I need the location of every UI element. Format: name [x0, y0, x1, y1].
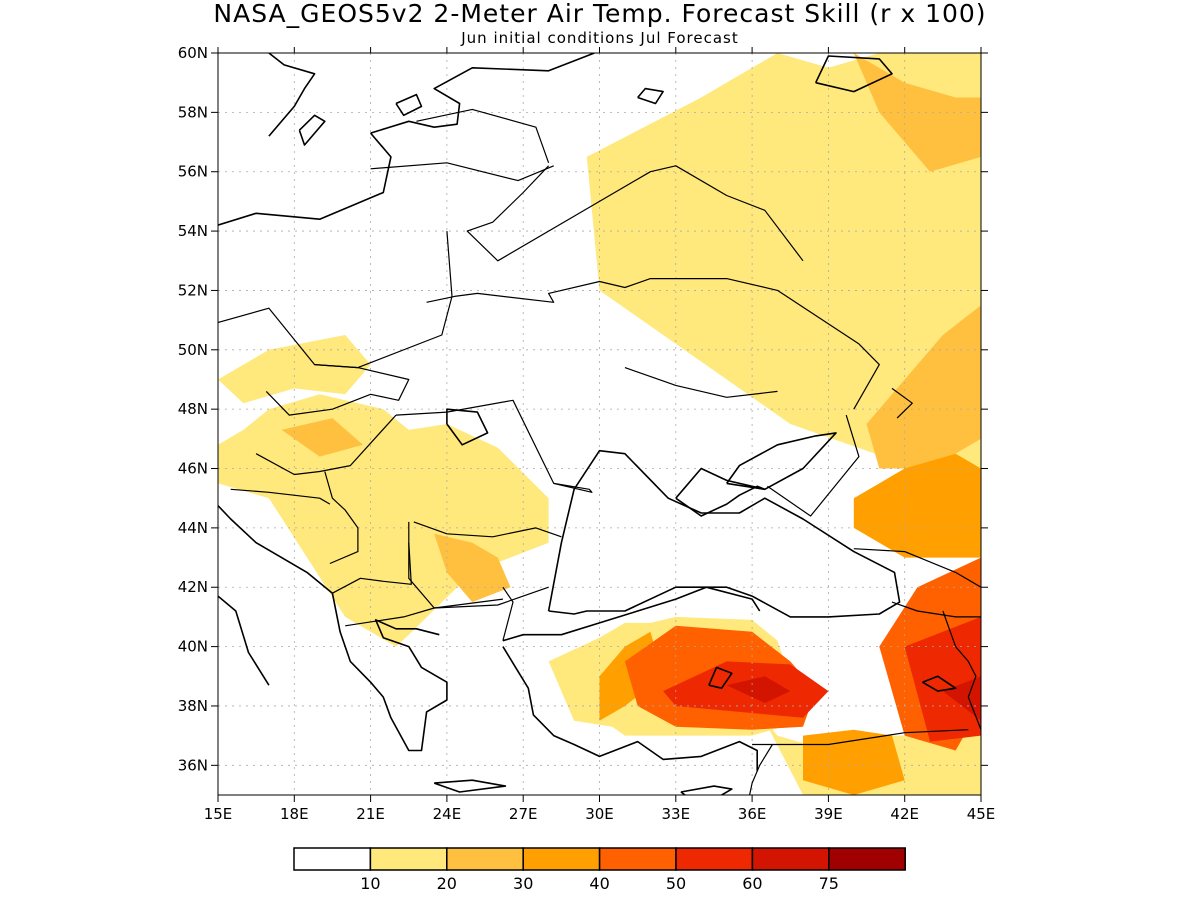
lat-tick-label: 50N: [178, 341, 208, 359]
border-14: [416, 108, 550, 164]
skill-region-5: [434, 533, 511, 603]
lon-tick-label: 15E: [204, 805, 233, 823]
lon-tick-label: 45E: [967, 805, 996, 823]
colorbar-label: 10: [360, 874, 380, 893]
lat-tick-label: 60N: [178, 44, 208, 62]
colorbar: 10 20 30 40 50 60 75: [293, 847, 906, 893]
coastline-4: [502, 646, 759, 772]
skill-region-0: [586, 53, 981, 469]
lon-tick-label: 24E: [433, 805, 462, 823]
coastline-6: [218, 504, 333, 594]
border-17: [891, 601, 981, 618]
colorbar-swatch-6: [751, 847, 830, 871]
colorbar-swatch-0: [293, 847, 372, 871]
coastline-0: [547, 449, 901, 618]
border-15: [767, 414, 860, 517]
coastlines: [218, 53, 957, 795]
lat-tick-label: 46N: [178, 460, 208, 478]
colorbar-swatch-1: [369, 847, 448, 871]
coastline-1: [675, 467, 766, 517]
colorbar-label: 50: [666, 874, 686, 893]
coastline-12: [298, 114, 326, 146]
colorbar-label: 20: [437, 874, 457, 893]
lat-tick-label: 48N: [178, 400, 208, 418]
lat-tick-label: 38N: [178, 697, 208, 715]
border-21: [624, 367, 778, 398]
colorbar-swatch-5: [675, 847, 754, 871]
lon-tick-label: 18E: [280, 805, 309, 823]
coastline-8: [218, 132, 392, 226]
lat-tick-label: 58N: [178, 103, 208, 121]
border-22: [891, 387, 913, 419]
border-7: [345, 598, 503, 627]
border-12: [466, 165, 804, 262]
border-2: [255, 414, 397, 476]
colorbar-swatch-2: [446, 847, 524, 871]
border-13: [370, 162, 554, 182]
coastline-2: [726, 432, 837, 491]
border-9: [324, 471, 359, 565]
skill-region-7: [853, 53, 981, 172]
border-8: [332, 542, 412, 594]
chart-subtitle: Jun initial conditions Jul Forecast: [461, 29, 739, 47]
coastline-9: [370, 53, 595, 134]
border-1: [265, 364, 410, 416]
border-18: [942, 610, 981, 730]
border-20: [749, 744, 773, 795]
coastline-10: [395, 93, 423, 117]
coastline-7: [218, 595, 270, 686]
colorbar-label: 75: [819, 874, 839, 893]
lat-tick-label: 56N: [178, 163, 208, 181]
lon-tick-label: 42E: [890, 805, 919, 823]
skill-shading: [218, 53, 981, 795]
skill-region-16: [726, 676, 791, 703]
lat-tick-label: 42N: [178, 578, 208, 596]
lat-tick-label: 44N: [178, 519, 208, 537]
chart-title: NASA_GEOS5v2 2-Meter Air Temp. Forecast …: [213, 0, 987, 28]
lon-tick-label: 21E: [356, 805, 385, 823]
lon-tick-label: 36E: [738, 805, 767, 823]
colorbar-label: 40: [589, 874, 609, 893]
skill-region-6: [281, 418, 363, 457]
colorbar-swatch-3: [522, 847, 601, 871]
lon-tick-label: 39E: [814, 805, 843, 823]
coastline-16: [637, 87, 664, 105]
border-19: [752, 729, 969, 746]
coastline-15: [814, 55, 893, 93]
skill-region-8: [866, 305, 981, 469]
border-10: [230, 488, 331, 505]
coastline-14: [433, 779, 507, 793]
skill-region-2: [218, 394, 549, 647]
border-11: [426, 278, 880, 410]
colorbar-swatch-7: [828, 847, 906, 871]
lat-tick-label: 36N: [178, 756, 208, 774]
axis-ticks: 36N 38N 40N 42N 44N 46N 48N 50N 52N 54N 56N 58N 60N 1…: [178, 44, 996, 823]
border-4: [413, 521, 562, 538]
lat-tick-label: 52N: [178, 281, 208, 299]
coastline-13: [680, 785, 733, 795]
lon-tick-label: 33E: [662, 805, 691, 823]
lon-tick-label: 27E: [509, 805, 538, 823]
country-borders: [218, 108, 981, 795]
coastline-18: [922, 675, 957, 692]
lat-tick-label: 40N: [178, 638, 208, 656]
border-3: [395, 399, 593, 493]
coastline-11: [268, 53, 316, 137]
colorbar-label: 60: [742, 874, 762, 893]
skill-region-9: [853, 453, 981, 558]
coastline-19: [708, 666, 733, 690]
colorbar-swatch-4: [598, 847, 677, 871]
coastline-5: [331, 593, 448, 752]
lat-tick-label: 54N: [178, 222, 208, 240]
colorbar-label: 30: [513, 874, 533, 893]
border-6: [502, 586, 514, 641]
lon-tick-label: 30E: [585, 805, 614, 823]
border-16: [853, 548, 981, 588]
coastline-3: [502, 586, 761, 642]
